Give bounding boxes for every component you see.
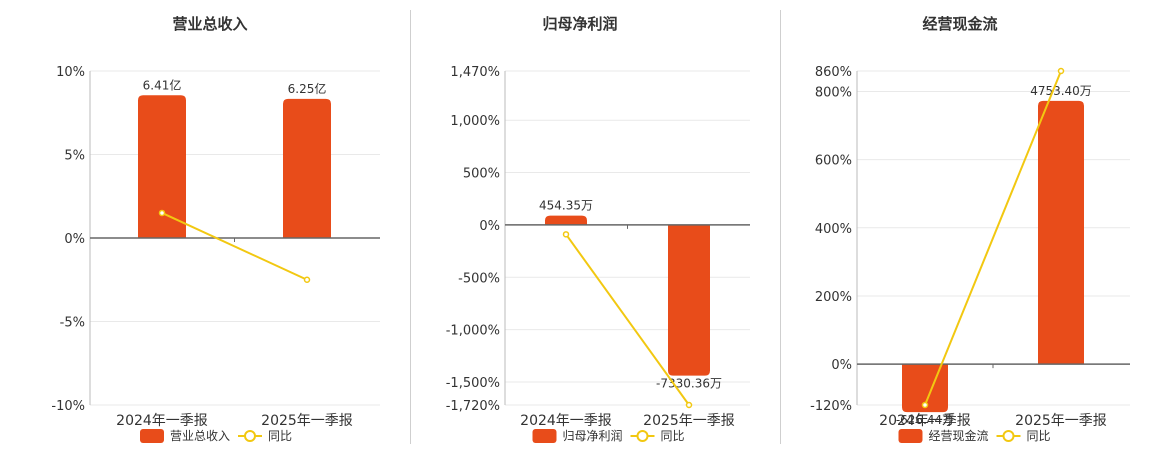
y-tick-label: 0%	[831, 358, 852, 373]
yoy-point	[562, 231, 570, 238]
chart-title: 经营现金流	[922, 15, 997, 33]
x-tick-label: 2024年一季报	[116, 413, 208, 429]
data-label: 6.25亿	[288, 81, 327, 96]
y-tick-label: -5%	[60, 316, 85, 331]
legend-swatch-point	[636, 430, 649, 442]
yoy-line	[924, 70, 1062, 406]
legend-swatch-bar	[532, 429, 557, 443]
bar	[138, 95, 186, 239]
y-tick-label: -500%	[458, 271, 500, 286]
legend-label: 经营现金流	[929, 428, 989, 443]
chart-title: 营业总收入	[172, 15, 247, 33]
y-tick-label: -120%	[810, 399, 852, 414]
y-tick-label: 1,470%	[450, 65, 500, 80]
yoy-line	[161, 212, 308, 281]
yoy-point	[1057, 67, 1065, 75]
x-tick-label: 2024年一季报	[879, 413, 971, 429]
yoy-point	[685, 401, 693, 409]
y-tick-label: -1,500%	[446, 376, 500, 391]
y-tick-label: 0%	[479, 219, 500, 234]
y-tick-label: -1,000%	[446, 324, 500, 339]
chart-title: 归母净利润	[542, 15, 617, 33]
bar	[283, 98, 331, 238]
y-tick-label: 860%	[815, 65, 852, 80]
y-tick-label: 600%	[815, 154, 852, 169]
y-tick-label: -10%	[51, 399, 85, 414]
data-label: 4753.40万	[1030, 84, 1092, 98]
data-label: -626.44万	[896, 413, 954, 427]
y-tick-label: -1,720%	[446, 399, 500, 414]
legend-swatch-point	[244, 430, 256, 442]
y-tick-label: 1,000%	[450, 114, 500, 129]
legend-label: 同比	[1027, 429, 1051, 443]
x-tick-label: 2025年一季报	[643, 413, 735, 429]
legend-label: 归母净利润	[563, 429, 623, 443]
yoy-line	[565, 233, 690, 406]
yoy-point	[921, 401, 929, 409]
data-label: 6.41亿	[143, 77, 182, 92]
legend-label: 同比	[661, 429, 685, 443]
legend-swatch-bar	[898, 429, 923, 443]
x-tick-label: 2025年一季报	[1015, 413, 1107, 429]
y-tick-label: 5%	[64, 149, 85, 164]
legend-label: 营业总收入	[170, 429, 230, 443]
yoy-point	[303, 276, 311, 283]
legend-swatch-bar	[140, 429, 164, 443]
legend-label: 同比	[268, 429, 292, 443]
y-tick-label: 200%	[815, 290, 852, 305]
y-tick-label: 500%	[463, 167, 500, 182]
bar	[545, 215, 587, 225]
y-tick-label: 10%	[56, 65, 85, 80]
y-tick-label: 800%	[815, 85, 852, 100]
y-tick-label: 0%	[64, 232, 85, 247]
bar	[1038, 100, 1084, 365]
data-label: -7330.36万	[656, 377, 722, 391]
data-label: 454.35万	[539, 199, 593, 213]
yoy-point	[158, 209, 166, 217]
x-tick-label: 2024年一季报	[520, 413, 612, 429]
legend-swatch-point	[1002, 430, 1015, 442]
y-tick-label: 400%	[815, 222, 852, 237]
x-tick-label: 2025年一季报	[261, 413, 353, 429]
bar	[668, 224, 710, 376]
